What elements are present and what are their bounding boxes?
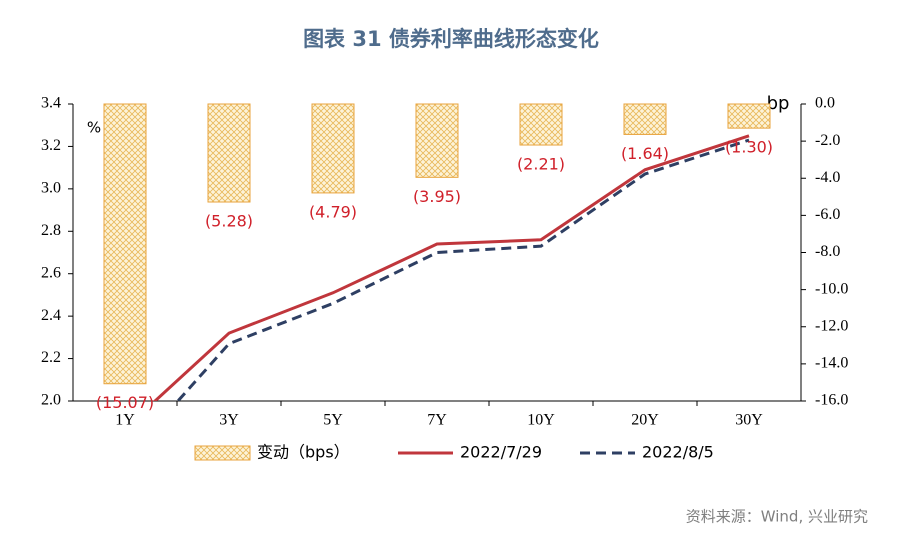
y-tick-label: 2.0 — [41, 392, 61, 409]
y2-tick-label: -2.0 — [815, 132, 840, 149]
x-tick-label: 1Y — [115, 412, 135, 429]
legend-swatch — [194, 445, 251, 461]
y-tick-label: 2.6 — [41, 264, 61, 281]
bar — [727, 103, 771, 129]
bar — [103, 103, 147, 385]
data-label: (15.07) — [96, 393, 154, 412]
line — [152, 134, 750, 401]
data-label: (1.30) — [725, 138, 773, 157]
x-tick-label: 7Y — [427, 412, 447, 429]
y2-tick-label: 0.0 — [815, 95, 835, 112]
legend-label: 2022/8/5 — [642, 443, 714, 462]
chart-title: 图表 31 债券利率曲线形态变化 — [303, 27, 599, 51]
y-tick-label: 2.2 — [41, 349, 61, 366]
y2-tick-label: -6.0 — [815, 206, 840, 223]
data-label: (2.21) — [517, 155, 565, 174]
legend-label: 变动（bps） — [257, 443, 350, 462]
data-label: (1.64) — [621, 144, 669, 163]
bar — [311, 103, 355, 194]
y-tick-label: 3.4 — [41, 95, 61, 112]
legend-label: 2022/7/29 — [460, 443, 542, 462]
bar — [623, 103, 667, 135]
x-tick-label: 30Y — [735, 412, 763, 429]
y2-tick-label: -8.0 — [815, 243, 840, 260]
y-tick-label: 3.0 — [41, 180, 61, 197]
y-tick-label: 2.4 — [41, 307, 61, 324]
x-tick-label: 20Y — [631, 412, 659, 429]
line — [175, 138, 750, 401]
x-tick-label: 3Y — [219, 412, 239, 429]
x-tick-label: 10Y — [527, 412, 555, 429]
y2-axis-label: bp — [767, 93, 790, 114]
y-axis-label: % — [87, 119, 101, 137]
plot-area — [152, 134, 750, 401]
y2-tick-label: -14.0 — [815, 355, 848, 372]
data-label: (3.95) — [413, 187, 461, 206]
y-tick-label: 3.2 — [41, 137, 61, 154]
x-tick-label: 5Y — [323, 412, 343, 429]
y-tick-label: 2.8 — [41, 222, 61, 239]
data-label: (5.28) — [205, 212, 253, 231]
bar — [415, 103, 459, 178]
source: 资料来源：Wind, 兴业研究 — [686, 508, 868, 526]
y2-tick-label: -4.0 — [815, 169, 840, 186]
y2-tick-label: -12.0 — [815, 317, 848, 334]
data-label: (4.79) — [309, 202, 357, 221]
y2-tick-label: -10.0 — [815, 280, 848, 297]
bar — [519, 103, 563, 146]
y2-tick-label: -16.0 — [815, 392, 848, 409]
bar — [207, 103, 251, 203]
